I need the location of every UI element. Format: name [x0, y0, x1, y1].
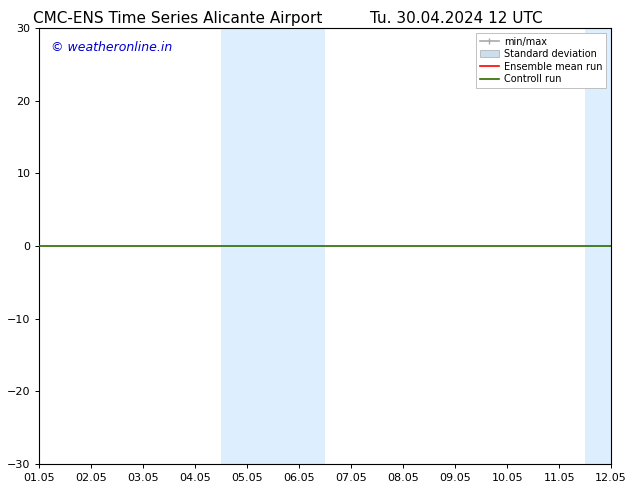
Bar	[221, 28, 325, 464]
Text: © weatheronline.in: © weatheronline.in	[51, 41, 172, 54]
Text: Tu. 30.04.2024 12 UTC: Tu. 30.04.2024 12 UTC	[370, 11, 543, 26]
Bar	[585, 28, 634, 464]
Text: CMC-ENS Time Series Alicante Airport: CMC-ENS Time Series Alicante Airport	[33, 11, 322, 26]
Legend: min/max, Standard deviation, Ensemble mean run, Controll run: min/max, Standard deviation, Ensemble me…	[476, 33, 606, 88]
